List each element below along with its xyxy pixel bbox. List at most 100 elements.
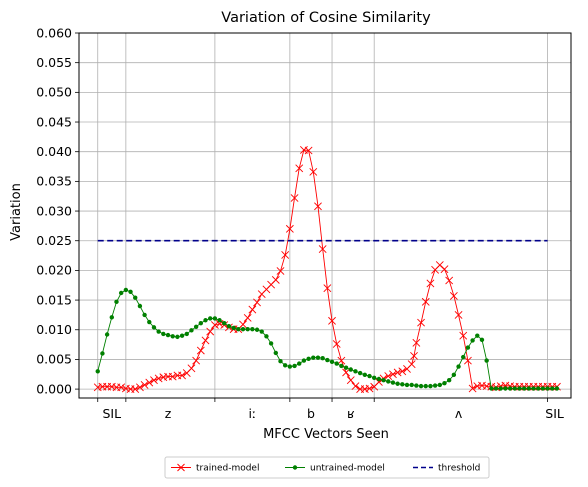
data-point <box>131 385 140 394</box>
data-point <box>456 364 461 369</box>
data-point <box>212 316 218 321</box>
data-point <box>365 384 374 393</box>
data-point <box>367 373 372 379</box>
data-point <box>170 334 175 339</box>
y-tick-label: 0.060 <box>36 25 72 40</box>
data-point <box>531 386 536 391</box>
x-tick-label: SIL <box>103 406 122 421</box>
data-point <box>175 334 180 340</box>
data-point <box>484 358 489 363</box>
data-point <box>323 284 332 293</box>
data-point <box>351 382 360 391</box>
data-point <box>196 346 205 355</box>
data-point <box>311 355 316 360</box>
data-point <box>318 245 327 253</box>
data-point <box>123 287 129 293</box>
data-point <box>343 365 349 370</box>
x-tick-label: ʁ <box>347 406 355 421</box>
data-point <box>404 382 410 388</box>
data-point <box>332 340 341 348</box>
data-point <box>137 303 143 309</box>
data-point <box>329 359 335 364</box>
data-point <box>297 361 302 366</box>
data-point <box>398 367 407 376</box>
data-point <box>206 327 215 336</box>
data-point <box>489 386 494 391</box>
data-point <box>339 363 344 369</box>
data-point <box>165 332 171 338</box>
data-point <box>475 333 480 338</box>
data-point <box>342 368 351 377</box>
x-axis-label: MFCC Vectors Seen <box>263 427 389 442</box>
series-trained-model <box>93 146 561 394</box>
y-tick-label: 0.030 <box>36 203 72 218</box>
data-point <box>133 295 138 300</box>
data-point <box>507 386 513 391</box>
data-point <box>236 326 241 332</box>
data-point <box>248 305 257 314</box>
data-point <box>104 332 110 337</box>
data-point <box>493 386 499 391</box>
legend: trained-model untrained-model threshold <box>164 456 490 479</box>
y-tick-label: 0.050 <box>36 85 72 100</box>
data-point <box>445 276 454 285</box>
data-point <box>449 292 458 300</box>
data-point <box>325 357 330 363</box>
data-point <box>386 379 391 384</box>
data-point <box>545 386 550 391</box>
data-point <box>109 315 115 320</box>
data-point <box>268 341 274 346</box>
y-tick-label: 0.020 <box>36 263 72 278</box>
data-point <box>222 321 227 326</box>
data-point <box>426 279 435 288</box>
chart-title: Variation of Cosine Similarity <box>221 10 431 26</box>
legend-label-untrained: untrained-model <box>310 464 385 474</box>
data-point <box>503 386 508 391</box>
data-point <box>540 386 546 391</box>
data-point <box>226 323 232 329</box>
data-point <box>517 386 522 391</box>
data-point <box>118 290 124 296</box>
data-point <box>417 318 425 327</box>
x-tick-label: z <box>165 406 172 421</box>
grid-lines <box>79 32 571 398</box>
data-point <box>179 333 185 338</box>
data-point <box>193 324 199 329</box>
y-tick-label: 0.010 <box>36 322 72 337</box>
data-point <box>423 383 428 389</box>
data-point <box>240 326 246 332</box>
data-point <box>454 310 463 319</box>
data-point <box>421 297 430 306</box>
data-point <box>189 328 194 333</box>
data-point <box>334 361 339 366</box>
data-point <box>151 325 157 330</box>
legend-label-trained: trained-model <box>196 464 259 474</box>
data-point <box>309 167 318 176</box>
data-point <box>468 384 477 393</box>
data-point <box>395 381 400 386</box>
data-point <box>461 354 466 360</box>
data-point <box>498 386 503 391</box>
data-point <box>414 383 419 388</box>
data-point <box>147 319 152 325</box>
data-point <box>100 351 105 356</box>
data-point <box>409 382 414 388</box>
data-point <box>295 164 304 173</box>
data-point <box>264 334 269 339</box>
data-point <box>410 351 418 360</box>
y-axis-ticks: 0.000 0.005 0.010 0.015 0.020 0.025 0.030 0.035… <box>36 25 79 396</box>
series-layer <box>93 146 561 394</box>
data-point <box>437 382 442 388</box>
data-point <box>161 331 166 337</box>
data-point <box>536 386 541 391</box>
data-point <box>440 265 449 274</box>
y-tick-label: 0.045 <box>36 114 72 129</box>
data-point <box>428 383 433 389</box>
data-point <box>135 383 144 392</box>
data-point <box>418 383 424 389</box>
x-tick-label: iː <box>249 406 257 421</box>
data-point <box>278 359 283 364</box>
data-point <box>253 298 261 307</box>
data-point <box>287 364 293 369</box>
